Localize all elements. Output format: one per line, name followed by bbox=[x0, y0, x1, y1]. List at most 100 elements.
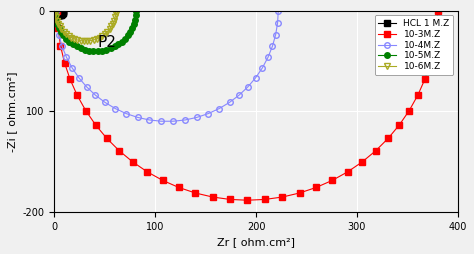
10-6M.Z bbox=[59, 28, 64, 31]
10-5M.Z bbox=[78, 47, 83, 50]
10-5M.Z bbox=[53, 9, 58, 12]
HCL 1 M.Z bbox=[55, 13, 61, 16]
10-3M.Z bbox=[74, 94, 80, 97]
10-3M.Z bbox=[83, 109, 89, 112]
HCL 1 M.Z bbox=[60, 10, 66, 13]
10-3M.Z bbox=[385, 137, 391, 140]
10-6M.Z bbox=[84, 40, 90, 43]
10-5M.Z bbox=[70, 43, 76, 46]
10-5M.Z bbox=[55, 22, 60, 25]
Legend: HCL 1 M.Z, 10-3M.Z, 10-4M.Z, 10-5M.Z, 10-6M.Z: HCL 1 M.Z, 10-3M.Z, 10-4M.Z, 10-5M.Z, 10… bbox=[374, 15, 453, 75]
10-6M.Z bbox=[72, 37, 77, 40]
10-5M.Z bbox=[103, 48, 109, 51]
10-6M.Z bbox=[57, 25, 63, 28]
10-4M.Z bbox=[64, 56, 69, 59]
10-5M.Z bbox=[128, 30, 133, 33]
10-3M.Z bbox=[280, 196, 285, 199]
10-6M.Z bbox=[55, 22, 61, 25]
10-5M.Z bbox=[82, 48, 88, 51]
10-3M.Z bbox=[160, 179, 165, 182]
10-6M.Z bbox=[100, 34, 105, 37]
Line: 10-6M.Z: 10-6M.Z bbox=[53, 8, 118, 44]
10-3M.Z bbox=[297, 192, 302, 195]
10-3M.Z bbox=[145, 170, 150, 173]
10-6M.Z bbox=[74, 38, 80, 41]
10-3M.Z bbox=[373, 149, 378, 152]
10-3M.Z bbox=[432, 44, 438, 47]
10-3M.Z bbox=[422, 78, 428, 81]
HCL 1 M.Z bbox=[53, 12, 59, 15]
10-6M.Z bbox=[113, 13, 118, 16]
10-4M.Z bbox=[158, 120, 164, 123]
10-6M.Z bbox=[81, 40, 87, 43]
Line: HCL 1 M.Z: HCL 1 M.Z bbox=[53, 8, 66, 18]
HCL 1 M.Z bbox=[56, 13, 62, 17]
10-3M.Z bbox=[176, 186, 182, 189]
HCL 1 M.Z bbox=[57, 13, 63, 16]
10-6M.Z bbox=[94, 37, 100, 40]
10-6M.Z bbox=[61, 30, 66, 33]
10-3M.Z bbox=[104, 137, 110, 140]
HCL 1 M.Z bbox=[55, 13, 61, 16]
HCL 1 M.Z bbox=[53, 9, 58, 12]
X-axis label: Zr [ ohm.cm²]: Zr [ ohm.cm²] bbox=[217, 237, 295, 247]
HCL 1 M.Z bbox=[53, 11, 58, 14]
10-6M.Z bbox=[88, 39, 93, 42]
10-6M.Z bbox=[113, 9, 118, 12]
10-6M.Z bbox=[109, 25, 114, 28]
10-3M.Z bbox=[55, 27, 61, 30]
10-4M.Z bbox=[123, 112, 129, 115]
10-3M.Z bbox=[130, 161, 136, 164]
HCL 1 M.Z bbox=[54, 13, 60, 16]
10-4M.Z bbox=[245, 85, 251, 88]
10-5M.Z bbox=[86, 49, 92, 52]
10-5M.Z bbox=[61, 34, 66, 37]
10-3M.Z bbox=[415, 94, 420, 97]
HCL 1 M.Z bbox=[60, 12, 65, 15]
10-3M.Z bbox=[55, 9, 60, 12]
10-5M.Z bbox=[95, 50, 100, 53]
10-6M.Z bbox=[66, 34, 72, 37]
10-4M.Z bbox=[265, 56, 271, 59]
10-5M.Z bbox=[129, 26, 135, 29]
HCL 1 M.Z bbox=[60, 11, 65, 14]
HCL 1 M.Z bbox=[60, 11, 66, 14]
10-6M.Z bbox=[107, 28, 112, 31]
HCL 1 M.Z bbox=[58, 13, 64, 16]
10-6M.Z bbox=[91, 38, 96, 41]
10-3M.Z bbox=[329, 179, 335, 182]
10-6M.Z bbox=[68, 36, 74, 39]
HCL 1 M.Z bbox=[57, 13, 63, 17]
10-5M.Z bbox=[131, 22, 137, 25]
10-3M.Z bbox=[67, 78, 73, 81]
HCL 1 M.Z bbox=[56, 13, 62, 17]
10-4M.Z bbox=[259, 66, 265, 69]
10-5M.Z bbox=[54, 18, 59, 21]
HCL 1 M.Z bbox=[59, 12, 65, 15]
10-6M.Z bbox=[112, 16, 118, 19]
10-6M.Z bbox=[63, 32, 69, 35]
10-5M.Z bbox=[108, 47, 113, 50]
10-6M.Z bbox=[53, 13, 58, 16]
10-6M.Z bbox=[102, 32, 108, 35]
HCL 1 M.Z bbox=[54, 12, 59, 15]
Line: 10-5M.Z: 10-5M.Z bbox=[53, 8, 139, 54]
HCL 1 M.Z bbox=[60, 10, 66, 13]
10-4M.Z bbox=[194, 116, 200, 119]
10-4M.Z bbox=[171, 120, 176, 123]
10-4M.Z bbox=[54, 9, 59, 12]
10-3M.Z bbox=[313, 186, 319, 189]
10-5M.Z bbox=[67, 40, 73, 43]
10-5M.Z bbox=[125, 34, 130, 37]
10-6M.Z bbox=[105, 30, 110, 33]
HCL 1 M.Z bbox=[61, 9, 66, 12]
10-3M.Z bbox=[345, 170, 350, 173]
10-4M.Z bbox=[236, 94, 242, 97]
10-5M.Z bbox=[119, 40, 125, 43]
10-4M.Z bbox=[59, 45, 65, 48]
10-6M.Z bbox=[111, 19, 117, 22]
10-4M.Z bbox=[102, 101, 108, 104]
10-4M.Z bbox=[182, 118, 188, 121]
10-4M.Z bbox=[84, 85, 90, 88]
Text: P2: P2 bbox=[97, 35, 116, 50]
